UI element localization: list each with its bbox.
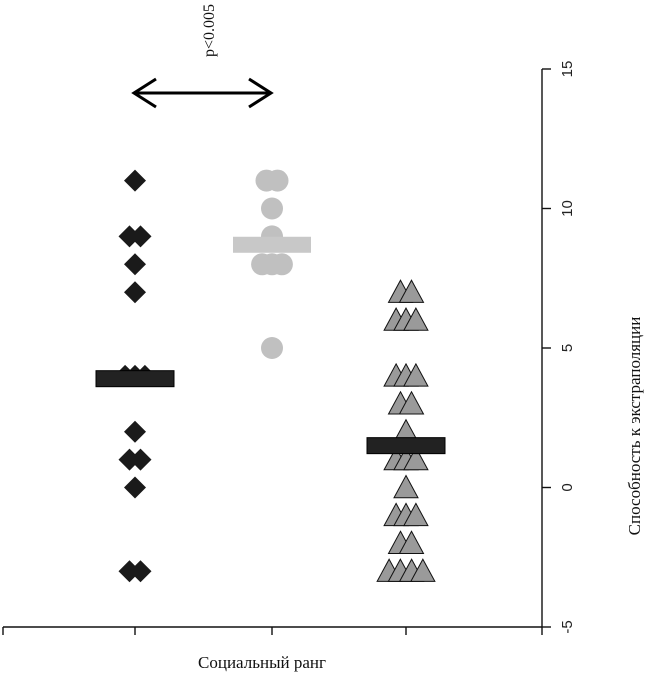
data-point-triangle <box>403 502 429 527</box>
data-point-diamond <box>124 169 146 192</box>
p-value-label: p<0.005 <box>201 4 218 57</box>
axes: -5 0 5 10 15 <box>2 61 576 635</box>
data-point-diamond <box>124 476 146 499</box>
data-point-triangle <box>398 530 425 554</box>
median-bar <box>233 236 311 253</box>
y-tick-label: 5 <box>559 344 576 352</box>
data-point-triangle <box>398 390 425 415</box>
x-axis-title: Социальный ранг <box>198 653 326 672</box>
data-point-triangle <box>403 446 429 471</box>
data-point-diamond <box>129 448 152 471</box>
arrow-head-right <box>248 77 274 109</box>
data-point-circle <box>266 169 289 192</box>
data-point-triangle <box>398 279 425 303</box>
median-bars <box>95 236 446 455</box>
data-point-diamond <box>129 225 152 248</box>
data-point-triangle <box>410 558 436 582</box>
data-point-circle <box>261 337 283 359</box>
data-point-triangle <box>393 474 419 499</box>
y-tick-label: 10 <box>559 200 576 217</box>
y-tick-label: 15 <box>559 61 576 78</box>
data-point-diamond <box>124 253 146 276</box>
significance-annotation: p<0.005 <box>131 4 274 109</box>
y-tick-label: 0 <box>559 483 576 491</box>
arrow-head-left <box>131 77 157 109</box>
data-point-triangle <box>403 362 429 387</box>
data-point-triangle <box>403 307 429 331</box>
data-point-diamond <box>124 420 146 443</box>
y-axis-title: Способность к экстраполяции <box>625 317 644 536</box>
median-bar <box>95 370 175 388</box>
data-point-circle <box>270 253 293 276</box>
data-point-diamond <box>129 560 152 583</box>
y-tick-label: -5 <box>559 620 576 633</box>
median-bar <box>366 437 446 455</box>
data-point-circle <box>261 197 283 220</box>
data-point-diamond <box>124 281 146 304</box>
